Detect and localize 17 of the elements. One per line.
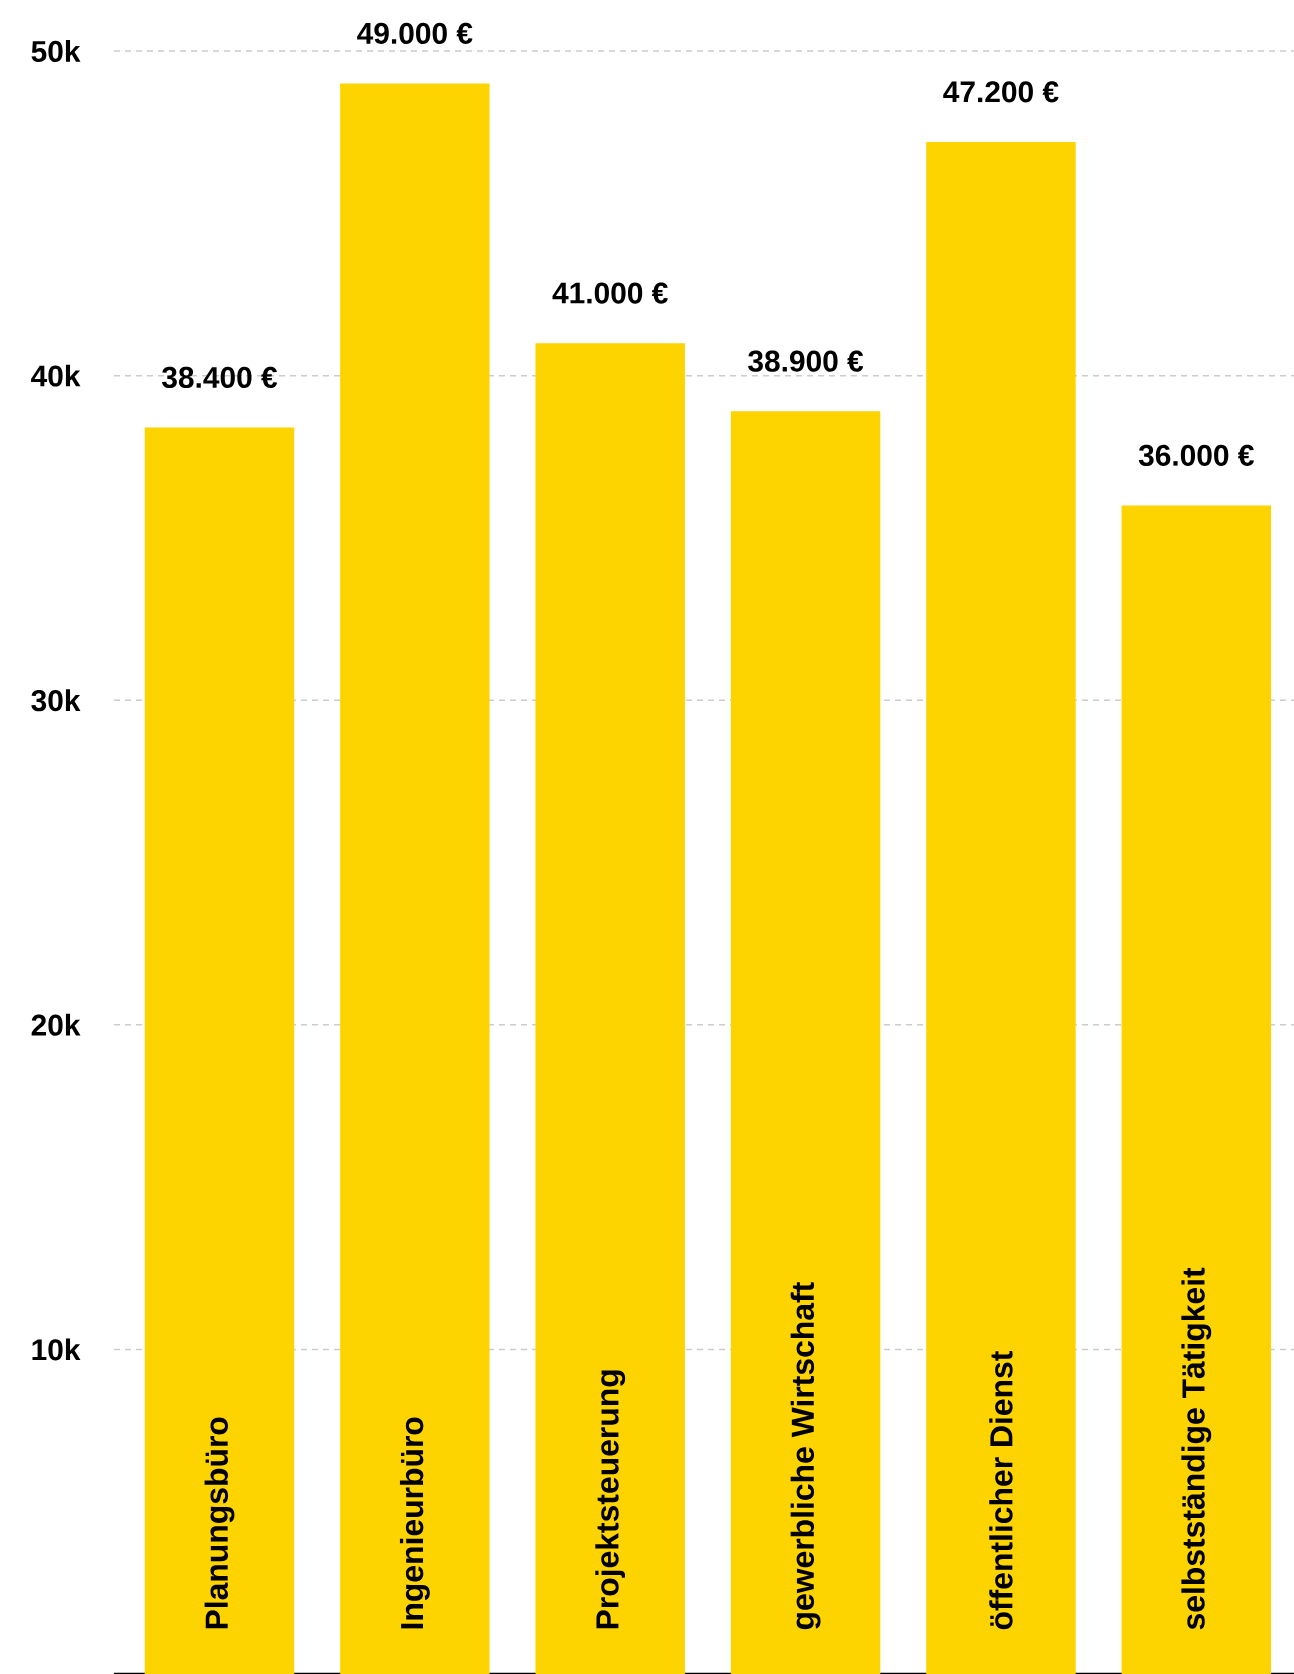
x-tick-label: selbstständige Tätigkeit xyxy=(1181,1267,1212,1630)
data-label: 41.000 € xyxy=(552,282,668,304)
x-tick-label: Projektsteuerung xyxy=(595,1370,626,1629)
x-tick-label: gewerbliche Wirtschaft xyxy=(790,1282,821,1630)
x-tick-label: Planungsbüro xyxy=(204,1417,235,1629)
x-tick-label: öffentlicher Dienst xyxy=(989,1351,1013,1630)
data-label: 49.000 € xyxy=(357,22,473,44)
y-tick-label: 50k xyxy=(31,40,81,63)
x-tick-label: Ingenieurbüro xyxy=(399,1417,430,1629)
y-tick-label: 40k xyxy=(31,364,81,387)
y-tick-label: 10k xyxy=(32,1338,81,1361)
data-label: 47.200 € xyxy=(943,81,1059,103)
data-label: 36.000 € xyxy=(1138,444,1254,466)
data-label: 38.900 € xyxy=(748,350,864,372)
data-label: 38.400 € xyxy=(162,366,278,389)
y-tick-label: 20k xyxy=(31,1013,81,1036)
y-tick-label: 30k xyxy=(31,689,81,712)
